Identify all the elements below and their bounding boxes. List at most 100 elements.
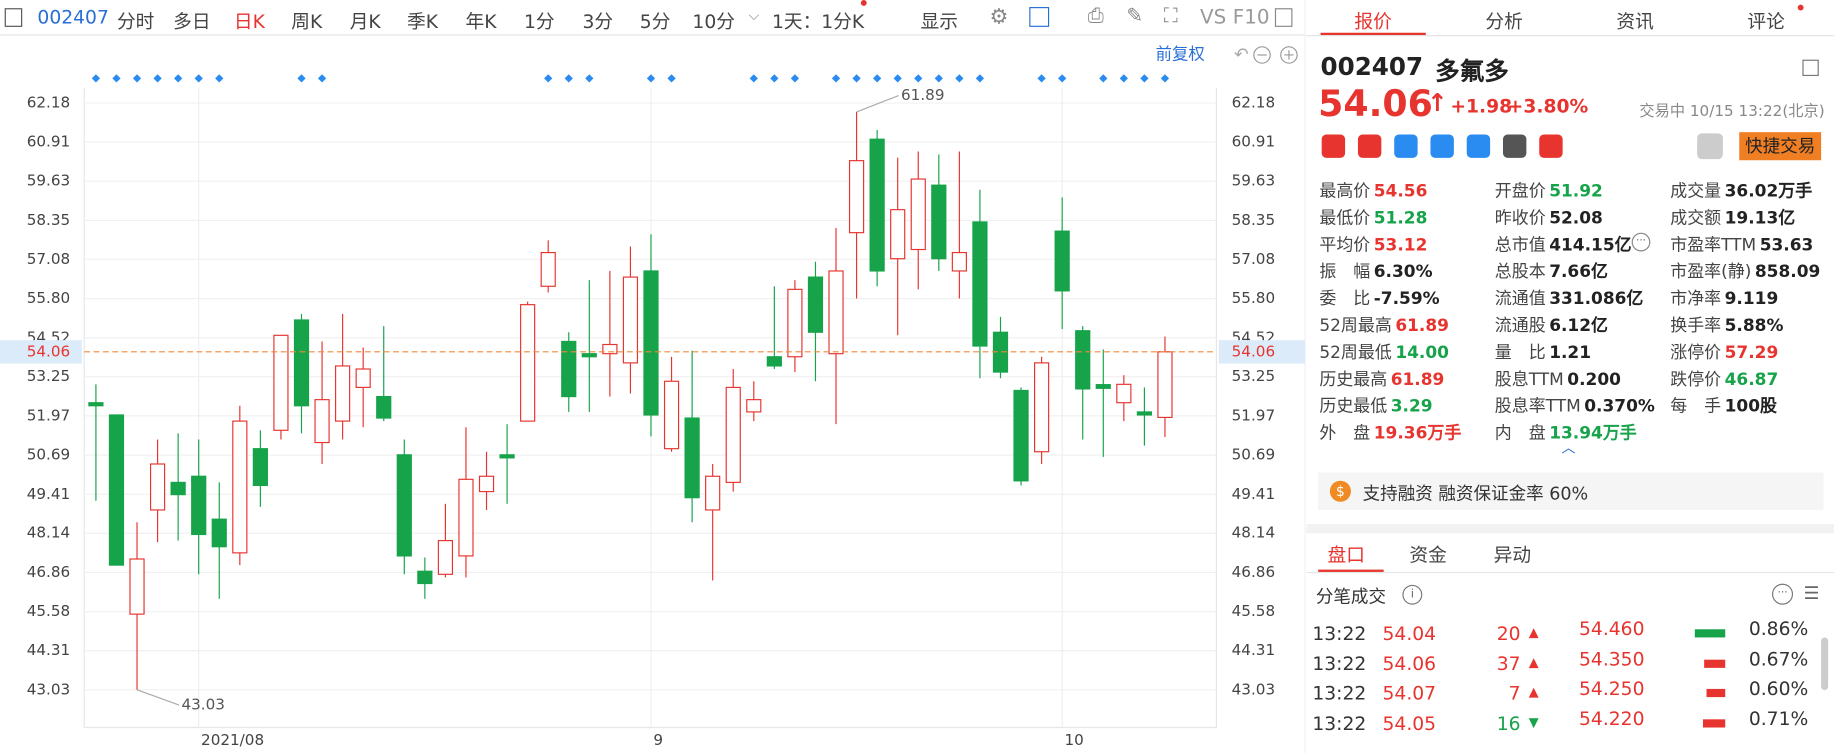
settings-icon[interactable]: ⚙ xyxy=(989,4,1009,30)
quote-label: 历史最低 xyxy=(1319,397,1388,417)
panel-tab[interactable]: 评论 xyxy=(1747,10,1785,33)
display-select[interactable]: 显示 xyxy=(920,10,958,33)
candle-body xyxy=(910,178,926,251)
zoom-in[interactable] xyxy=(1280,46,1298,64)
trade-price2: 54.250 xyxy=(1579,677,1645,700)
trade-price: 54.04 xyxy=(1382,622,1437,645)
sub-tab[interactable]: 盘口 xyxy=(1327,543,1365,567)
signal-dot xyxy=(215,74,224,83)
feature-icon[interactable] xyxy=(1539,134,1563,158)
feature-icon[interactable] xyxy=(1502,134,1527,158)
quote-cell: 历史最低 3.29 xyxy=(1319,393,1432,418)
toolbar: 002407 分时 多日 日K 周K 月K 季K 年K 1分 3分 5分 10分 ⌵ 1天：1分K 显示 ⚙ ⎙… xyxy=(0,0,1305,35)
feature-icon[interactable] xyxy=(1430,134,1454,158)
camera-icon[interactable]: ⎙ xyxy=(1087,4,1104,29)
candle-body xyxy=(951,251,967,272)
panel-toggle[interactable] xyxy=(1274,8,1293,27)
quote-cell: 总市值 414.15亿 xyxy=(1495,232,1632,257)
fullscreen-icon[interactable]: ⛶ xyxy=(1163,4,1178,29)
signal-dot xyxy=(585,74,594,83)
signal-dot xyxy=(1160,74,1170,83)
adjust-button[interactable]: 前复权 xyxy=(1156,44,1205,63)
y-tick-label: 44.31 xyxy=(27,641,70,659)
period-tab[interactable]: 5分 xyxy=(639,10,671,33)
quote-cell: 流通值 331.086亿 xyxy=(1495,285,1644,310)
period-tab[interactable]: 年K xyxy=(465,10,497,33)
candle-body xyxy=(1157,351,1173,419)
period-tab[interactable]: 季K xyxy=(407,10,439,33)
quote-label: 股息率TTM xyxy=(1494,397,1581,417)
period-tab[interactable]: 分时 xyxy=(116,10,155,33)
quote-cell: 振 幅 6.30% xyxy=(1319,258,1432,283)
period-tab[interactable]: 日K xyxy=(233,10,265,33)
info-icon[interactable]: i xyxy=(1402,584,1423,605)
quote-cell: 开盘价 51.92 xyxy=(1495,178,1603,203)
interval-select[interactable]: 1天：1分K xyxy=(771,10,865,33)
quote-value: 52.08 xyxy=(1549,209,1603,229)
quote-label: 换手率 xyxy=(1670,316,1722,336)
period-tab[interactable]: 周K xyxy=(291,10,323,33)
y2-tick-label: 51.97 xyxy=(1232,406,1275,424)
panel-tab[interactable]: 分析 xyxy=(1485,10,1523,33)
menu-icon[interactable] xyxy=(4,8,23,27)
y2-tick-label: 59.63 xyxy=(1232,172,1275,190)
panel-tab[interactable]: 资讯 xyxy=(1616,10,1654,33)
y2-tick-label: 48.14 xyxy=(1232,524,1275,542)
margin-banner xyxy=(1318,472,1824,510)
layout-icon[interactable] xyxy=(1802,59,1819,77)
more-icon[interactable]: ··· xyxy=(1631,232,1651,252)
period-tab[interactable]: 月K xyxy=(349,10,381,33)
candle-body xyxy=(1136,411,1153,416)
quote-value: -7.59% xyxy=(1373,290,1440,309)
f10-button[interactable]: F10 xyxy=(1232,5,1270,30)
quote-cell: 内 盘 13.94万手 xyxy=(1495,420,1637,445)
sub-tab[interactable]: 资金 xyxy=(1409,543,1447,567)
trade-price2: 54.220 xyxy=(1579,707,1645,730)
quote-label: 平均价 xyxy=(1319,236,1371,255)
trade-volume: 16 xyxy=(1496,711,1521,734)
feature-icon[interactable] xyxy=(1321,134,1346,158)
sub-tab[interactable]: 异动 xyxy=(1493,543,1532,567)
quote-value: 331.086亿 xyxy=(1549,290,1644,309)
period-tab[interactable]: 10分 xyxy=(692,10,735,33)
price-arrow: ↑ xyxy=(1426,88,1448,117)
y-tick-label: 46.86 xyxy=(27,563,70,581)
quote-label: 流通值 xyxy=(1494,290,1546,309)
zoom-out[interactable] xyxy=(1253,46,1271,64)
quote-value: 5.88% xyxy=(1724,316,1784,336)
quote-value: 51.92 xyxy=(1549,182,1603,202)
trade-volume: 20 xyxy=(1496,622,1521,645)
signal-dot xyxy=(873,74,882,83)
last-price-label: 54.06 xyxy=(27,342,70,360)
more-button[interactable]: ··· xyxy=(1772,583,1794,605)
candle-body xyxy=(191,475,207,536)
candle-body xyxy=(1095,384,1111,389)
candle-body xyxy=(88,402,104,407)
y2-tick-label: 58.35 xyxy=(1232,211,1275,229)
panel-tab[interactable]: 报价 xyxy=(1354,10,1392,33)
price: 54.06 xyxy=(1318,83,1433,126)
quote-value: 6.30% xyxy=(1373,263,1433,282)
bell-icon[interactable] xyxy=(1697,133,1723,160)
list-button[interactable]: ☰ xyxy=(1803,582,1820,604)
stock-code[interactable]: 002407 xyxy=(37,5,109,29)
expand-arrow[interactable]: ︿ xyxy=(1561,439,1576,457)
color-box[interactable] xyxy=(1029,7,1050,27)
signal-dot xyxy=(1099,74,1108,83)
period-tab[interactable]: 1分 xyxy=(523,10,555,33)
vs-button[interactable]: VS xyxy=(1200,5,1227,30)
undo-icon[interactable]: ↶ xyxy=(1234,45,1249,65)
trade-button[interactable]: 快捷交易 xyxy=(1739,132,1822,161)
period-tab[interactable]: 3分 xyxy=(582,10,614,33)
feature-icon[interactable] xyxy=(1394,134,1418,158)
period-tab[interactable]: 多日 xyxy=(173,10,211,33)
quote-value: 13.94万手 xyxy=(1549,424,1637,444)
quote-label: 量 比 xyxy=(1494,343,1546,363)
candle-body xyxy=(581,353,597,358)
feature-icon[interactable] xyxy=(1466,134,1491,158)
dropdown[interactable]: ⌵ xyxy=(748,7,760,24)
pen-icon[interactable]: ✎ xyxy=(1126,4,1144,29)
feature-icon[interactable] xyxy=(1357,134,1382,158)
candle-body xyxy=(828,270,844,355)
